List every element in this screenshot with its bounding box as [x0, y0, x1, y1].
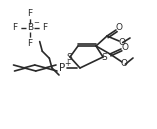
Text: F: F	[42, 23, 48, 33]
Text: S: S	[66, 53, 72, 62]
Text: O: O	[118, 38, 125, 47]
Text: O: O	[121, 43, 128, 52]
Text: O: O	[121, 59, 128, 68]
Text: O: O	[116, 23, 123, 32]
Text: −: −	[33, 20, 39, 26]
Text: B: B	[27, 23, 33, 33]
Text: F: F	[27, 38, 32, 47]
Text: F: F	[27, 9, 32, 18]
Text: +: +	[64, 59, 70, 68]
Text: S: S	[101, 53, 107, 62]
Text: F: F	[12, 23, 18, 33]
Text: P: P	[59, 63, 65, 73]
